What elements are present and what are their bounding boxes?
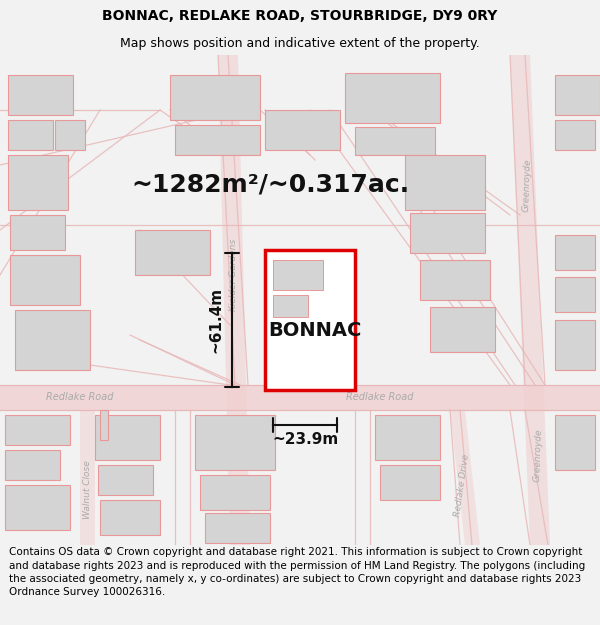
- Bar: [8, 155, 68, 210]
- Text: Kielder Gardens: Kielder Gardens: [229, 239, 238, 311]
- Bar: [95, 415, 160, 460]
- Bar: [273, 260, 323, 290]
- Bar: [375, 415, 440, 460]
- Bar: [345, 73, 440, 123]
- Bar: [420, 260, 490, 300]
- Text: ~23.9m: ~23.9m: [272, 431, 338, 446]
- Polygon shape: [218, 55, 250, 545]
- Bar: [100, 410, 108, 440]
- Bar: [8, 75, 73, 115]
- Polygon shape: [510, 55, 550, 545]
- Bar: [430, 307, 495, 352]
- Bar: [5, 415, 70, 445]
- Bar: [135, 230, 210, 275]
- Bar: [175, 125, 260, 155]
- Bar: [555, 75, 600, 115]
- Bar: [205, 513, 270, 543]
- Bar: [405, 155, 485, 210]
- Bar: [555, 415, 595, 470]
- Bar: [273, 295, 308, 317]
- Text: ~1282m²/~0.317ac.: ~1282m²/~0.317ac.: [131, 173, 409, 197]
- Bar: [265, 250, 355, 390]
- Text: Redlake Road: Redlake Road: [46, 392, 114, 402]
- Bar: [8, 120, 53, 150]
- Text: Contains OS data © Crown copyright and database right 2021. This information is : Contains OS data © Crown copyright and d…: [9, 548, 585, 597]
- Bar: [170, 75, 260, 120]
- Text: BONNAC, REDLAKE ROAD, STOURBRIDGE, DY9 0RY: BONNAC, REDLAKE ROAD, STOURBRIDGE, DY9 0…: [103, 9, 497, 24]
- Polygon shape: [80, 410, 95, 545]
- Text: Redlake Drive: Redlake Drive: [453, 453, 471, 517]
- Bar: [555, 120, 595, 150]
- Polygon shape: [450, 410, 480, 545]
- Bar: [555, 235, 595, 270]
- Bar: [265, 110, 340, 150]
- Bar: [5, 450, 60, 480]
- Bar: [555, 277, 595, 312]
- Bar: [195, 415, 275, 470]
- Text: Map shows position and indicative extent of the property.: Map shows position and indicative extent…: [120, 38, 480, 51]
- Text: ~61.4m: ~61.4m: [209, 287, 223, 353]
- Bar: [98, 465, 153, 495]
- Text: Greenroyde: Greenroyde: [521, 158, 532, 212]
- Bar: [10, 215, 65, 250]
- Bar: [5, 485, 70, 530]
- Bar: [410, 213, 485, 253]
- Bar: [355, 127, 435, 155]
- Bar: [200, 475, 270, 510]
- Text: Redlake Road: Redlake Road: [346, 392, 414, 402]
- Bar: [10, 255, 80, 305]
- Bar: [380, 465, 440, 500]
- Bar: [55, 120, 85, 150]
- Bar: [555, 320, 595, 370]
- Text: BONNAC: BONNAC: [268, 321, 362, 339]
- Bar: [15, 310, 90, 370]
- Text: Walnut Close: Walnut Close: [83, 461, 92, 519]
- Bar: [100, 500, 160, 535]
- Polygon shape: [0, 385, 600, 410]
- Text: Greenroyde: Greenroyde: [533, 428, 544, 482]
